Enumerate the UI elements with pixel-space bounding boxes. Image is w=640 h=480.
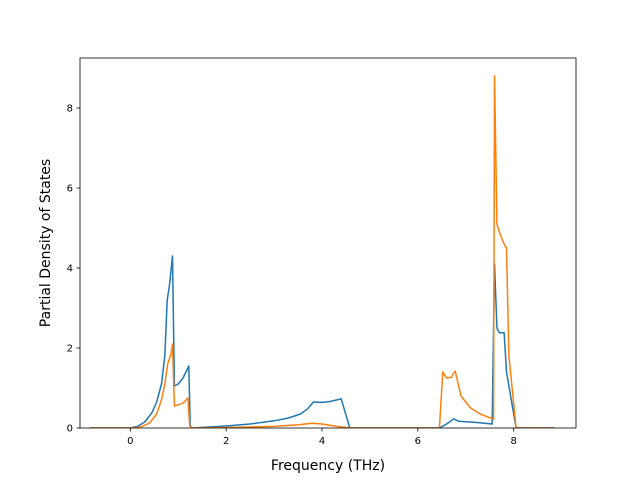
axes-frame: [79, 57, 577, 429]
x-axis-label: Frequency (THz): [271, 458, 385, 474]
y-axis-label: Partial Density of States: [38, 159, 54, 327]
y-tick-label: 6: [67, 184, 73, 195]
y-tick-label: 2: [67, 344, 73, 355]
x-tick-label: 6: [415, 436, 421, 447]
y-tick-label: 8: [67, 104, 73, 115]
x-tick-label: 8: [511, 436, 517, 447]
y-tick-label: 0: [67, 424, 73, 435]
y-axis: 0 2 4 6 8: [67, 104, 80, 435]
x-axis: 0 2 4 6 8: [127, 428, 517, 447]
series-line-2: [89, 75, 555, 428]
x-tick-label: 4: [319, 436, 325, 447]
x-tick-label: 2: [223, 436, 229, 447]
y-tick-label: 4: [67, 264, 73, 275]
series-layer: [89, 75, 555, 428]
x-tick-label: 0: [127, 436, 133, 447]
